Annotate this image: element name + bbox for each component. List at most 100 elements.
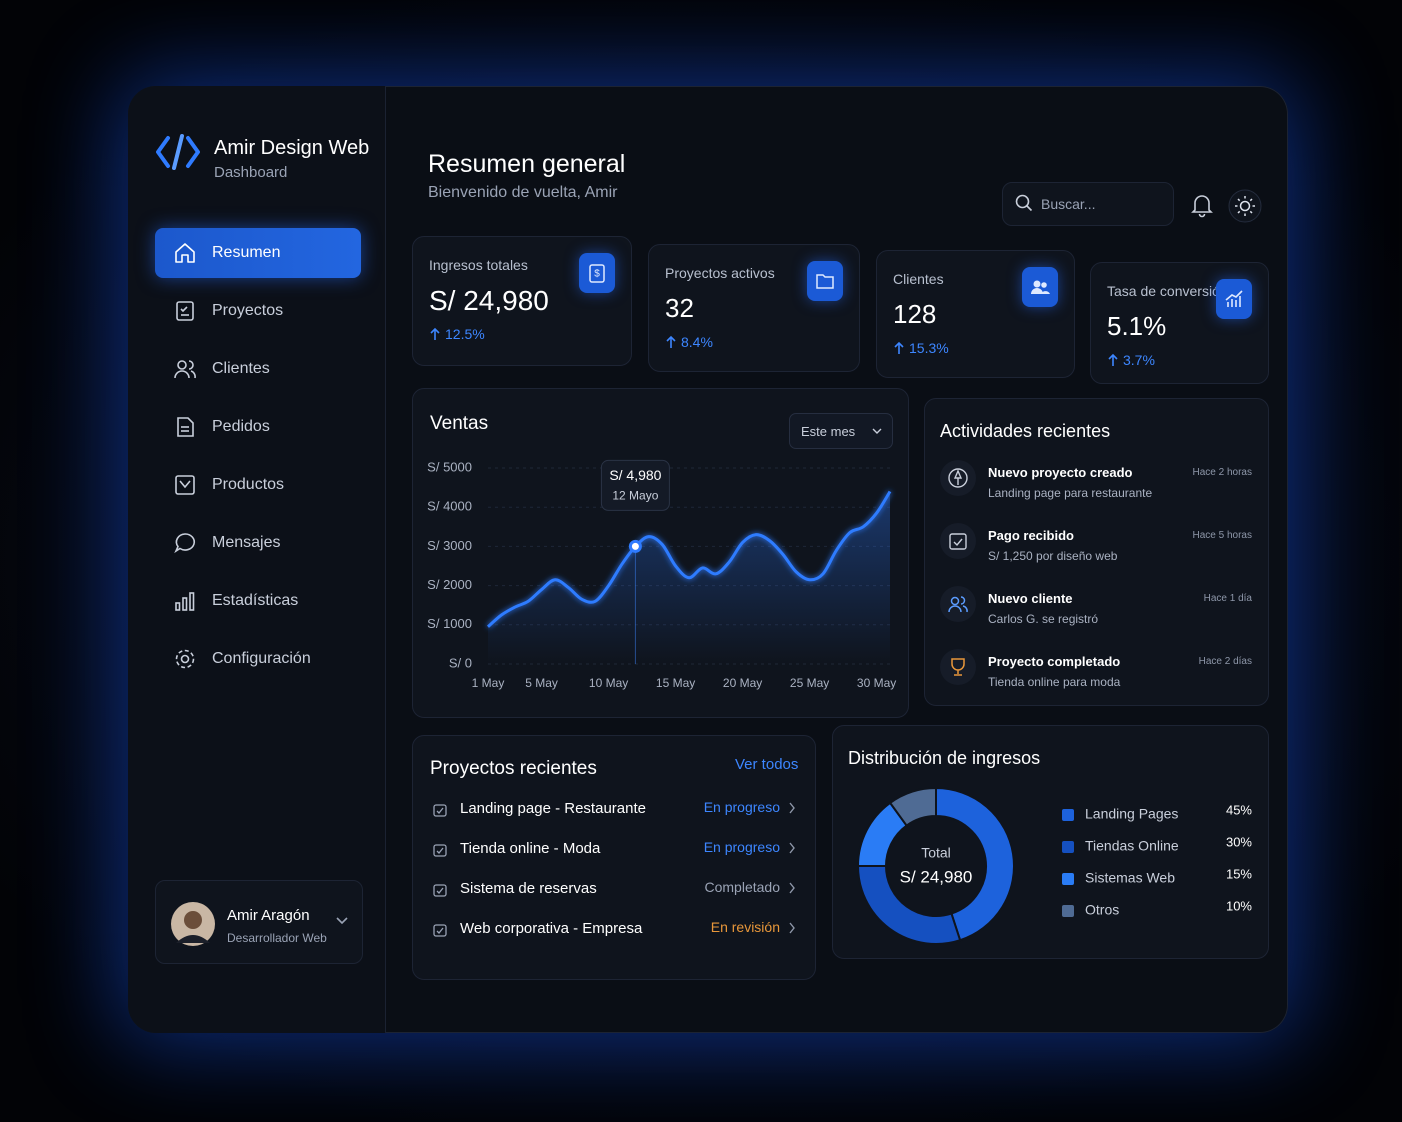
stat-icon-box — [1022, 267, 1058, 307]
nav-icon — [177, 417, 194, 437]
view-all-link[interactable]: Ver todos — [735, 756, 799, 773]
stat-label: Proyectos activos — [665, 265, 775, 281]
stat-change: 3.7% — [1123, 352, 1155, 368]
page-subtitle: Bienvenido de vuelta, Amir — [428, 184, 618, 201]
stat-change: 15.3% — [909, 340, 949, 356]
brand-name: Amir Design Web — [214, 137, 370, 159]
period-select[interactable]: Este mes — [789, 413, 893, 449]
activity-glyph — [948, 468, 968, 488]
projects-title: Proyectos recientes — [430, 758, 597, 779]
stat-change: 12.5% — [445, 326, 485, 342]
nav-label: Productos — [212, 476, 285, 493]
chevron-icon — [789, 922, 795, 934]
nav-item[interactable]: Configuración — [155, 634, 361, 684]
search-icon — [1015, 194, 1033, 212]
activities-card: Actividades recientes — [924, 398, 1269, 706]
theme-toggle[interactable] — [1228, 189, 1262, 223]
nav-item[interactable]: Productos — [155, 460, 361, 510]
activity-glyph — [949, 533, 967, 550]
stat-icon: $ — [589, 264, 605, 283]
project-name: Landing page - Restaurante — [460, 800, 646, 817]
stat-icon-box — [807, 261, 843, 301]
distribution-title: Distribución de ingresos — [848, 748, 1041, 768]
nav-label: Clientes — [212, 360, 270, 377]
notification-button[interactable] — [1190, 192, 1214, 218]
page-title: Resumen general — [428, 150, 626, 178]
activity-title: Nuevo proyecto creado — [988, 465, 1133, 480]
activity-time: Hace 5 horas — [1192, 530, 1252, 541]
stat-value: 128 — [893, 299, 937, 329]
trend-up-icon — [666, 335, 676, 348]
stat-change: 8.4% — [681, 334, 713, 350]
stat-icon-box: $ — [579, 253, 615, 293]
search-placeholder: Buscar... — [1041, 196, 1096, 212]
project-name: Web corporativa - Empresa — [460, 920, 643, 937]
activity-title: Pago recibido — [988, 528, 1074, 543]
nav-label: Resumen — [212, 244, 281, 261]
stat-icon-box — [1216, 279, 1252, 319]
stat-icon — [1225, 290, 1243, 307]
stat-label: Clientes — [893, 271, 944, 287]
activity-icon — [940, 649, 976, 685]
stat-card: Clientes 128 15.3% — [876, 250, 1075, 378]
nav-item[interactable]: Estadísticas — [155, 576, 361, 626]
activity-glyph — [951, 658, 965, 676]
chevron-icon — [789, 802, 795, 814]
chevron-icon — [872, 428, 882, 434]
brand-logo — [156, 134, 200, 170]
nav-icon — [174, 360, 196, 379]
projects-card: Proyectos recientes Ver todos — [412, 735, 816, 980]
stat-card: Ingresos totales S/ 24,980 12.5% $ — [412, 236, 632, 366]
brand-subtitle: Dashboard — [214, 164, 288, 181]
stat-card: Proyectos activos 32 8.4% — [648, 244, 860, 372]
activity-detail: Tienda online para moda — [988, 675, 1121, 689]
stat-value: 32 — [665, 293, 694, 323]
sales-card: Ventas Este mes — [412, 388, 909, 718]
stat-label: Ingresos totales — [429, 257, 528, 273]
stat-icon — [1031, 280, 1050, 294]
stat-card: Tasa de conversión 5.1% 3.7% — [1090, 262, 1269, 384]
activities-title: Actividades recientes — [940, 421, 1111, 441]
activity-icon — [940, 460, 976, 496]
stat-value: 5.1% — [1107, 311, 1167, 341]
user-role: Desarrollador Web — [227, 931, 327, 945]
activity-detail: Landing page para restaurante — [988, 486, 1153, 500]
activity-time: Hace 2 horas — [1192, 467, 1252, 478]
project-status: En progreso — [703, 799, 780, 815]
trend-up-icon — [1108, 353, 1118, 366]
project-icon — [433, 844, 447, 857]
project-status: En progreso — [703, 839, 780, 855]
project-name: Sistema de reservas — [460, 880, 597, 897]
distribution-card: Distribución de ingresos — [832, 725, 1269, 959]
stat-icon — [816, 274, 834, 289]
user-card[interactable]: Amir Aragón Desarrollador Web — [155, 880, 363, 964]
project-name: Tienda online - Moda — [460, 840, 601, 857]
nav-icon — [175, 243, 195, 263]
nav-label: Pedidos — [212, 418, 270, 435]
activity-title: Proyecto completado — [988, 654, 1121, 669]
nav-icon — [175, 592, 195, 611]
activity-icon — [940, 523, 976, 559]
chevron-icon — [789, 882, 795, 894]
nav-label: Mensajes — [212, 534, 281, 551]
nav-item[interactable]: Resumen — [155, 228, 361, 278]
activity-time: Hace 2 días — [1198, 656, 1252, 667]
activity-detail: Carlos G. se registró — [988, 612, 1099, 626]
nav-icon — [175, 649, 195, 669]
search-box[interactable]: Buscar... — [1002, 182, 1174, 226]
nav-item[interactable]: Clientes — [155, 344, 361, 394]
stat-label: Tasa de conversión — [1107, 283, 1228, 299]
activity-glyph — [948, 596, 968, 613]
trend-up-icon — [894, 341, 904, 354]
period-label: Este mes — [801, 424, 856, 439]
project-icon — [433, 924, 447, 937]
svg-text:$: $ — [594, 269, 600, 280]
avatar — [171, 902, 215, 946]
nav-icon — [174, 533, 196, 554]
nav-item[interactable]: Pedidos — [155, 402, 361, 452]
project-status: En revisión — [710, 919, 780, 935]
chart-title: Ventas — [430, 413, 489, 434]
nav-item[interactable]: Proyectos — [155, 286, 361, 336]
nav-item[interactable]: Mensajes — [155, 518, 361, 568]
chevron-icon — [336, 917, 348, 925]
